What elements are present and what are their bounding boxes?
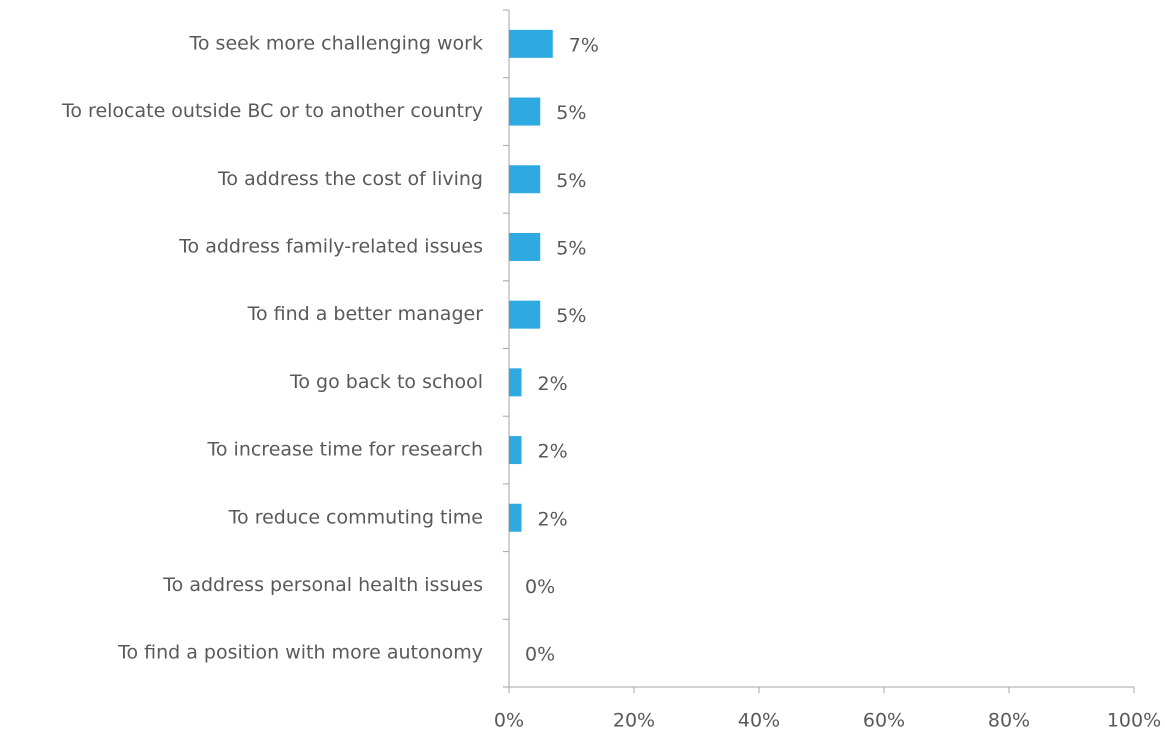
y-tick-label: To relocate outside BC or to another cou…: [61, 100, 483, 122]
data-label: 2%: [538, 508, 568, 530]
y-tick-label: To find a position with more autonomy: [117, 642, 483, 664]
data-label: 5%: [556, 170, 586, 192]
bar: [509, 165, 541, 194]
x-tick-label: 40%: [738, 710, 780, 731]
data-label: 0%: [525, 644, 555, 666]
y-tick-label: To address the cost of living: [217, 168, 483, 190]
y-tick-label: To address personal health issues: [162, 574, 483, 596]
data-label: 5%: [556, 305, 586, 327]
data-label: 2%: [538, 441, 568, 463]
data-label: 0%: [525, 576, 555, 598]
bar: [509, 300, 541, 329]
bar: [509, 436, 522, 465]
x-tick-label: 60%: [863, 710, 905, 731]
y-tick-label: To reduce commuting time: [228, 506, 483, 528]
y-tick-label: To go back to school: [289, 371, 483, 393]
data-label: 5%: [556, 102, 586, 124]
x-tick-label: 80%: [988, 710, 1030, 731]
data-label: 5%: [556, 237, 586, 259]
x-tick-label: 0%: [494, 710, 524, 731]
data-label: 2%: [538, 373, 568, 395]
bar: [509, 368, 522, 397]
bar: [509, 232, 541, 261]
bar: [509, 97, 541, 126]
data-label: 7%: [569, 34, 599, 56]
y-tick-label: To find a better manager: [247, 303, 484, 325]
bar: [509, 503, 522, 532]
y-tick-label: To address family-related issues: [178, 235, 483, 257]
x-tick-label: 20%: [613, 710, 655, 731]
y-tick-label: To increase time for research: [207, 439, 484, 461]
y-tick-label: To seek more challenging work: [189, 32, 484, 54]
x-tick-label: 100%: [1107, 710, 1161, 731]
bar: [509, 29, 553, 58]
